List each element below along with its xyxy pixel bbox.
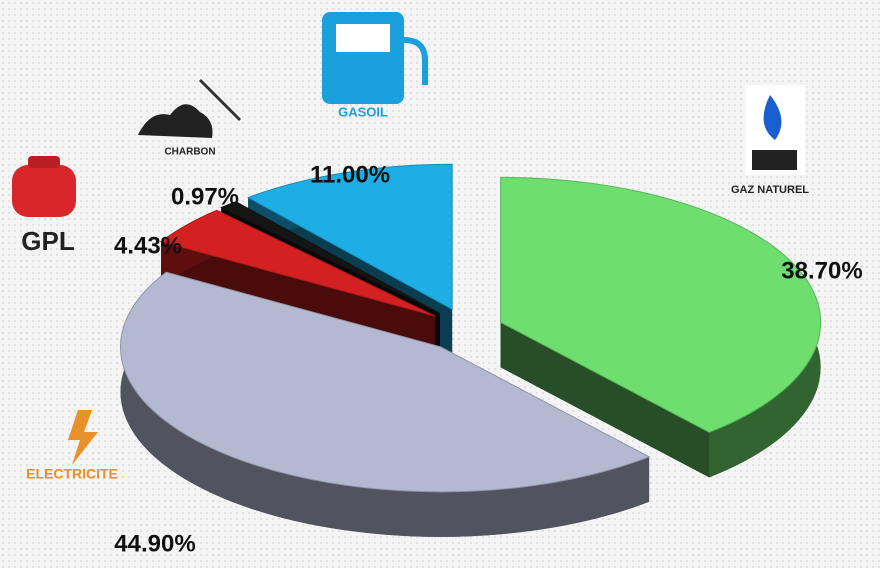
- value-label: 4.43%: [114, 232, 182, 259]
- category-label: GPL: [21, 226, 75, 256]
- electricite-icon: [68, 410, 98, 465]
- slice: [220, 201, 441, 314]
- slice: [159, 209, 436, 317]
- slice: [120, 271, 651, 537]
- category-label: GASOIL: [338, 104, 388, 119]
- category-label: CHARBON: [164, 147, 215, 158]
- value-label: 38.70%: [781, 257, 862, 284]
- category-label: ELECTRICITE: [26, 466, 118, 482]
- charbon-icon: [138, 78, 242, 138]
- value-label: 11.00%: [310, 161, 390, 188]
- value-label: 0.97%: [171, 183, 239, 210]
- slice-edge: [120, 272, 650, 537]
- category-label: GAZ NATUREL: [731, 184, 809, 196]
- slice: [120, 271, 651, 493]
- gaz-icon: [745, 85, 805, 175]
- slice-side: [500, 322, 710, 478]
- value-label: 44.90%: [114, 530, 195, 557]
- gasoil-icon: [322, 12, 428, 104]
- slice: [500, 176, 822, 433]
- slice: [246, 163, 453, 311]
- slice: [500, 176, 822, 478]
- gpl-icon: [12, 156, 76, 217]
